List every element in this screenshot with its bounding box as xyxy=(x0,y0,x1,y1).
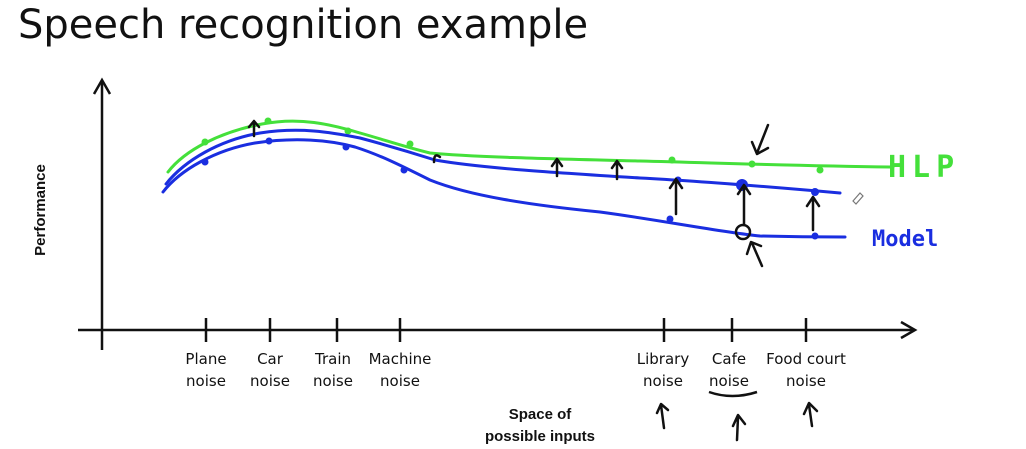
arrow-up-machine xyxy=(432,154,442,164)
hlp-label: HLP xyxy=(888,150,960,185)
cafe-underline xyxy=(708,390,758,398)
x-axis-ticks xyxy=(204,318,808,342)
model-point-plane xyxy=(201,158,209,166)
category-label-plane-line2: noise xyxy=(186,372,226,390)
arrow-up-library-below xyxy=(655,402,670,430)
y-axis-label: Performance xyxy=(32,164,49,256)
model-point-machine xyxy=(400,166,408,174)
arrow-up-mid-2 xyxy=(610,159,624,181)
category-label-library-line1: Library xyxy=(637,350,690,368)
category-label-machine-line2: noise xyxy=(380,372,420,390)
y-axis-arrowhead xyxy=(92,77,112,95)
x-category-labels: Plane noise Car noise Train noise Machin… xyxy=(185,350,846,390)
arrow-down-cafe-top xyxy=(750,123,770,156)
category-label-car-line1: Car xyxy=(257,350,284,368)
category-label-train-line1: Train xyxy=(314,350,351,368)
arrow-up-food-court-below xyxy=(802,401,819,428)
category-label-library-line2: noise xyxy=(643,372,683,390)
arrow-up-car xyxy=(247,119,261,138)
hlp-point-car xyxy=(264,117,272,125)
category-label-cafe-line1: Cafe xyxy=(712,350,746,368)
hlp-point-train xyxy=(344,127,352,135)
model-point-train xyxy=(342,143,350,151)
category-label-plane-line1: Plane xyxy=(185,350,226,368)
category-label-food-court-line1: Food court xyxy=(766,350,846,368)
arrow-up-library xyxy=(668,177,684,216)
hlp-point-food-court xyxy=(816,166,824,174)
model-point-car xyxy=(265,137,273,145)
model-label: Model xyxy=(872,227,938,252)
hlp-point-plane xyxy=(201,138,209,146)
arrow-up-cafe-bottom xyxy=(745,240,764,268)
x-axis-label-line1: Space of xyxy=(509,406,573,423)
category-label-train-line2: noise xyxy=(313,372,353,390)
arrow-up-mid-1 xyxy=(550,157,564,178)
arrow-up-food-court xyxy=(805,195,821,232)
x-axis-label-line2: possible inputs xyxy=(485,428,595,445)
category-label-food-court-line2: noise xyxy=(786,372,826,390)
category-label-cafe-line2: noise xyxy=(709,372,749,390)
arrow-up-cafe xyxy=(736,183,752,227)
model-point-library-original xyxy=(666,215,674,223)
model-point-food-court-improved xyxy=(811,188,819,196)
improvement-arrows xyxy=(247,119,821,442)
hlp-point-library xyxy=(668,156,676,164)
hlp-point-cafe xyxy=(748,160,756,168)
model-points xyxy=(201,137,819,240)
arrow-up-cafe-below xyxy=(731,413,747,442)
model-curve-improved xyxy=(164,128,842,195)
hlp-curve xyxy=(166,119,895,174)
hlp-point-machine xyxy=(406,140,414,148)
model-point-food-court-original xyxy=(811,232,819,240)
model-curve-original xyxy=(161,138,847,239)
slide-title: Speech recognition example xyxy=(18,2,589,48)
category-label-car-line2: noise xyxy=(250,372,290,390)
x-axis-arrowhead xyxy=(900,320,918,340)
category-label-machine-line1: Machine xyxy=(369,350,432,368)
hlp-points xyxy=(201,117,824,174)
pencil-cursor-icon xyxy=(852,192,864,205)
